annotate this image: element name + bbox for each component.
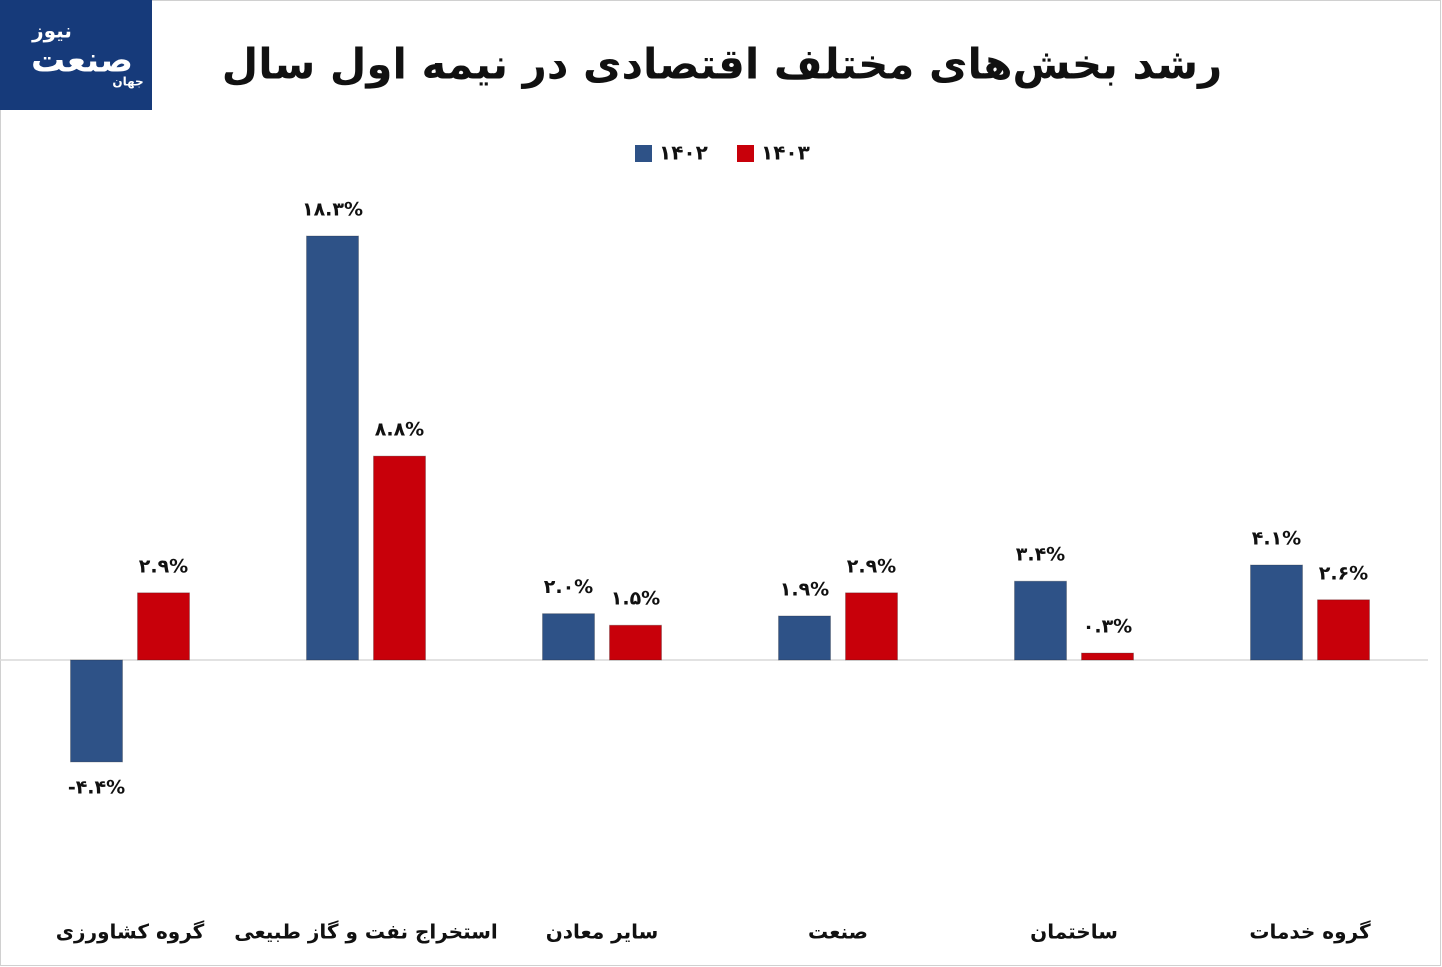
value-label: ۱۸.۳% [302, 199, 363, 221]
value-label: -۴.۴% [68, 776, 125, 798]
logo-sub: نیوز [31, 19, 72, 43]
value-label: ۲.۹% [139, 555, 188, 577]
legend-label: ۱۴۰۲ [659, 141, 708, 165]
bar [542, 613, 595, 661]
value-label: ۱.۵% [611, 588, 660, 610]
bar [306, 235, 359, 661]
value-label: ۸.۸% [375, 419, 424, 441]
bar [137, 592, 190, 661]
bar [1250, 564, 1303, 661]
logo-small: جهان [112, 75, 143, 89]
value-label: ۰.۳% [1083, 616, 1132, 638]
bar [70, 659, 123, 763]
bar [1081, 652, 1134, 661]
x-tick-label: گروه کشاورزی [56, 920, 205, 944]
value-label: ۴.۱% [1252, 528, 1301, 550]
bar [609, 624, 662, 661]
value-label: ۲.۹% [847, 555, 896, 577]
x-tick-label: ساختمان [1030, 920, 1118, 944]
x-tick-label: سایر معادن [546, 920, 659, 944]
bar [373, 455, 426, 661]
logo: صنعت نیوز جهان [0, 0, 152, 110]
logo-box [0, 0, 152, 110]
bar [1014, 580, 1067, 661]
value-label: ۱.۹% [780, 578, 829, 600]
x-tick-label: صنعت [808, 920, 868, 944]
x-tick-label: گروه خدمات [1249, 920, 1371, 944]
value-label: ۳.۴% [1016, 544, 1065, 566]
legend-swatch [635, 145, 652, 162]
value-label: ۲.۶% [1319, 562, 1368, 584]
value-label: ۲.۰% [544, 576, 593, 598]
legend-swatch [737, 145, 754, 162]
bar [778, 615, 831, 661]
chart-title: رشد بخش‌های مختلف اقتصادی در نیمه اول سا… [222, 40, 1222, 90]
bar [845, 592, 898, 661]
x-tick-label: استخراج نفت و گاز طبیعی [234, 920, 498, 944]
legend-label: ۱۴۰۳ [761, 141, 810, 165]
logo-main: صنعت [31, 41, 133, 81]
bar [1317, 599, 1370, 661]
